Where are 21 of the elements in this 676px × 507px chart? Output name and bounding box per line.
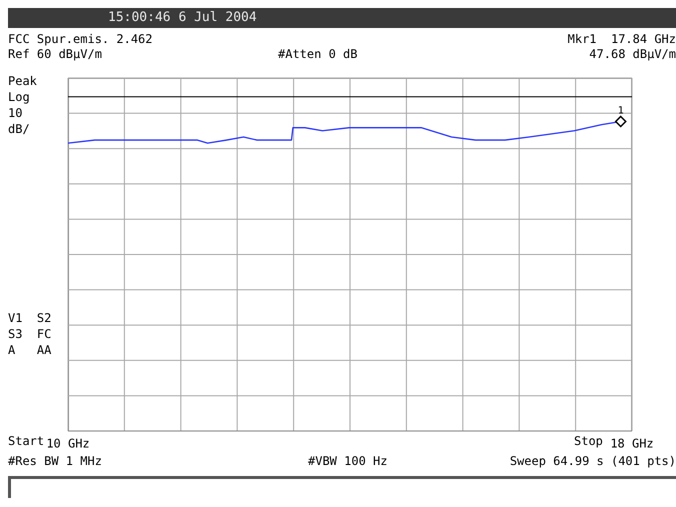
text: dB/	[8, 122, 30, 136]
text: 10	[8, 106, 22, 120]
chart-subtitle: 15:00:46 6 Jul 2004	[8, 8, 676, 28]
text: Mkr1 17.84 GHz	[568, 32, 676, 46]
text: Peak	[8, 74, 37, 88]
x-tick-label: 18 GHz	[610, 436, 654, 451]
text: Sweep 64.99 s (401 pts)	[510, 454, 676, 468]
text: S3 FC	[8, 327, 52, 341]
text: V1 S2	[8, 311, 52, 325]
text: 47.68 dBμV/m	[589, 47, 676, 61]
text: A AA	[8, 343, 52, 357]
text: #Res BW 1 MHz	[8, 454, 102, 468]
text: Start	[8, 434, 44, 448]
text: Stop	[574, 434, 603, 448]
text: #Atten 0 dB	[278, 47, 358, 61]
x-tick-label: 10 GHz	[46, 436, 90, 451]
text: Ref 60 dBμV/m	[8, 47, 102, 61]
text: #VBW 100 Hz	[308, 454, 388, 468]
text: Log	[8, 90, 30, 104]
chart-title: FCC Spur.emis. 2.462	[8, 32, 152, 46]
annotation: 1	[618, 105, 624, 116]
